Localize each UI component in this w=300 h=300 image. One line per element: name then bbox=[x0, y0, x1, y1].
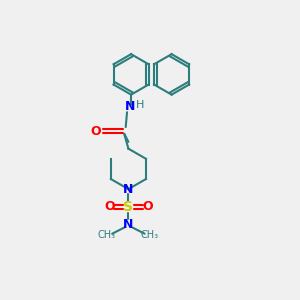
Text: O: O bbox=[142, 200, 153, 213]
Text: N: N bbox=[123, 218, 134, 231]
Text: H: H bbox=[136, 100, 145, 110]
Text: S: S bbox=[123, 200, 134, 214]
Text: O: O bbox=[91, 124, 101, 138]
Text: N: N bbox=[123, 183, 134, 196]
Text: O: O bbox=[104, 200, 115, 213]
Text: N: N bbox=[124, 100, 135, 113]
Text: CH₃: CH₃ bbox=[141, 230, 159, 240]
Text: CH₃: CH₃ bbox=[98, 230, 116, 240]
